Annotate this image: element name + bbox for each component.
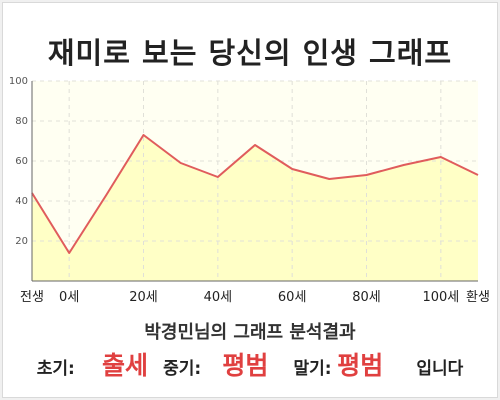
x-tick-label: 0세 (59, 290, 79, 305)
mid-value: 평범 (222, 351, 269, 380)
series-line (31, 134, 479, 254)
early-label: 초기: (36, 359, 75, 379)
early-value: 출세 (101, 351, 148, 380)
x-tick-label: 환생 (466, 290, 490, 305)
y-tick-label: 80 (15, 116, 28, 127)
x-tick-label: 80세 (352, 290, 381, 305)
y-tick-label: 60 (15, 156, 28, 167)
analysis-result: 초기: 출세 중기: 평범 말기: 평범 입니다 (0, 346, 500, 382)
x-tick-label: 전생 (20, 290, 44, 305)
x-tick-label: 40세 (204, 290, 233, 305)
result-suffix: 입니다 (416, 359, 464, 379)
x-tick-label: 60세 (278, 290, 307, 305)
late-label: 말기: (293, 359, 332, 379)
y-tick-label: 100 (9, 76, 28, 87)
y-tick-label: 20 (15, 236, 28, 247)
mid-label: 중기: (163, 359, 202, 379)
x-tick-label: 100세 (422, 290, 459, 305)
x-tick-label: 20세 (129, 290, 158, 305)
analysis-heading: 박경민님의 그래프 분석결과 (144, 322, 356, 343)
page-title: 재미로 보는 당신의 인생 그래프 (47, 36, 453, 70)
late-value: 평범 (337, 351, 384, 380)
y-tick-label: 40 (15, 196, 28, 207)
